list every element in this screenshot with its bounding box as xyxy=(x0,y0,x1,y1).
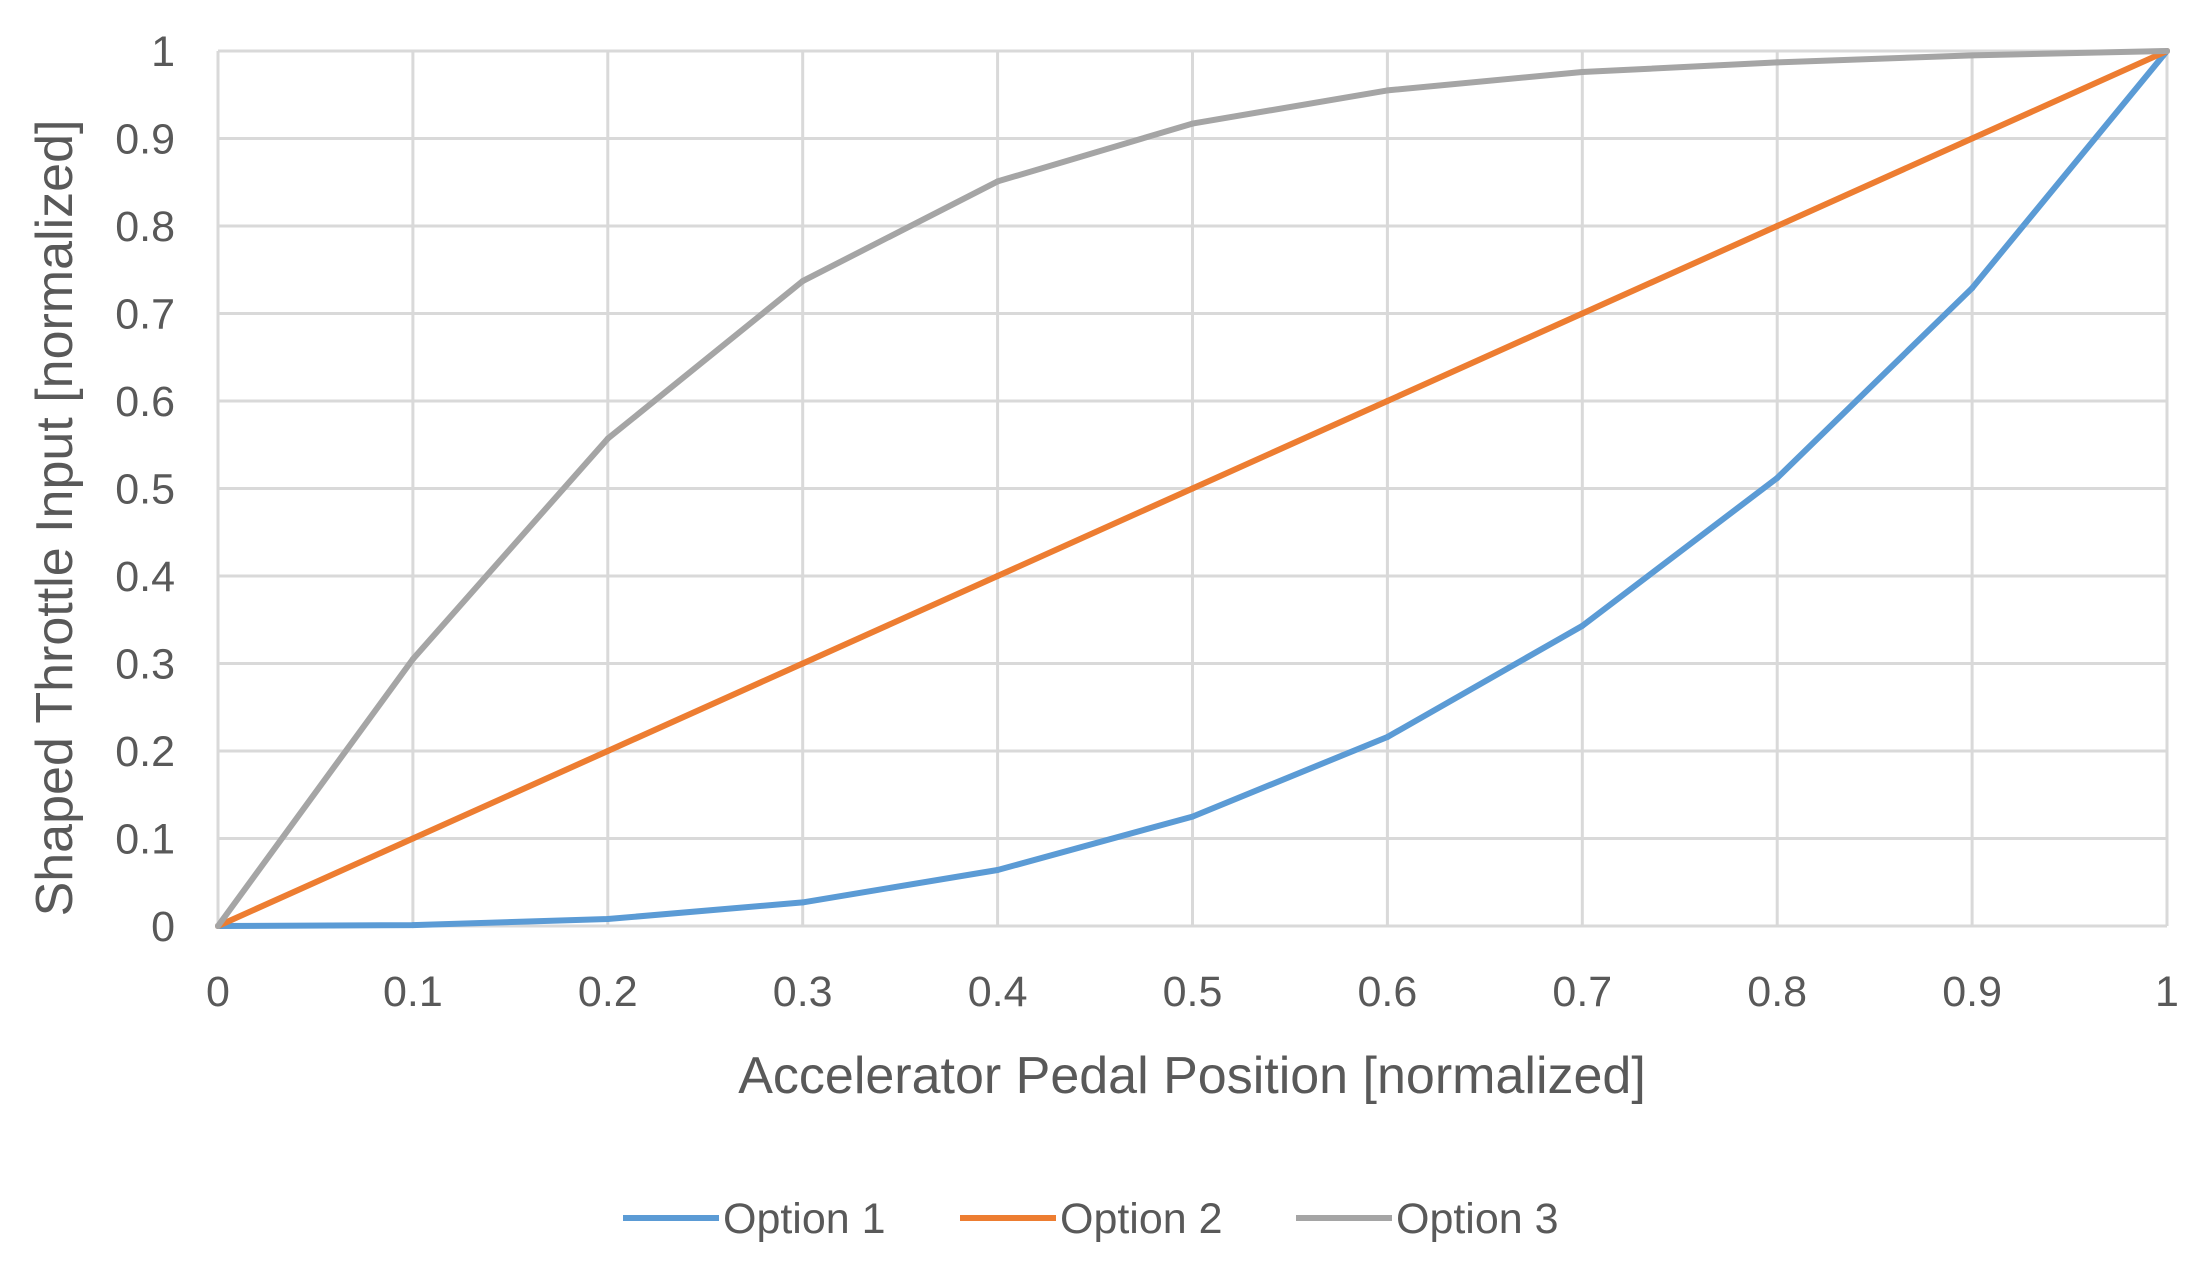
data-point xyxy=(604,916,611,922)
x-tick-label: 0.3 xyxy=(773,968,833,1016)
y-axis-ticks: 0 0.1 0.2 0.3 0.4 0.5 0.6 0.7 0.8 0.9 1 xyxy=(115,28,175,951)
legend-label: Option 1 xyxy=(723,1195,886,1243)
y-tick-label: 0.6 xyxy=(115,378,175,426)
x-tick-label: 0.7 xyxy=(1552,968,1612,1016)
data-point xyxy=(1969,52,1976,59)
data-point xyxy=(1579,622,1586,629)
data-point xyxy=(409,835,416,842)
data-point xyxy=(799,278,806,285)
data-point xyxy=(1189,813,1196,820)
y-axis-title: Shaped Throttle Input [normalized] xyxy=(26,120,84,917)
data-point xyxy=(994,178,1001,185)
y-tick-label: 0.2 xyxy=(115,728,175,776)
legend-label: Option 2 xyxy=(1060,1195,1223,1243)
data-point xyxy=(1774,59,1781,66)
data-point xyxy=(799,660,806,667)
data-point xyxy=(1189,485,1196,492)
data-point xyxy=(994,573,1001,579)
y-tick-label: 0.9 xyxy=(115,116,175,164)
legend-item: Option 3 xyxy=(1296,1195,1559,1243)
x-tick-label: 1 xyxy=(2155,968,2179,1016)
data-point xyxy=(409,922,416,929)
x-axis-title: Accelerator Pedal Position [normalized] xyxy=(738,1047,1646,1105)
series-3 xyxy=(215,48,2170,929)
data-point xyxy=(2164,48,2170,54)
data-point xyxy=(604,748,611,754)
x-tick-label: 0.1 xyxy=(383,968,443,1016)
x-tick-label: 0.9 xyxy=(1942,968,2002,1016)
y-tick-label: 0.5 xyxy=(115,466,175,514)
data-point xyxy=(1579,69,1586,75)
data-point xyxy=(1969,135,1976,142)
x-tick-label: 0.6 xyxy=(1358,968,1418,1016)
y-tick-label: 0.3 xyxy=(115,641,175,689)
y-tick-label: 0.4 xyxy=(115,553,175,601)
data-point xyxy=(215,923,221,929)
legend-item: Option 1 xyxy=(623,1195,886,1243)
data-point xyxy=(1774,223,1781,229)
data-point xyxy=(1384,398,1391,404)
y-tick-label: 0.8 xyxy=(115,203,175,251)
x-tick-label: 0.4 xyxy=(968,968,1028,1016)
x-tick-label: 0 xyxy=(206,968,230,1016)
data-point xyxy=(1384,734,1391,740)
data-point xyxy=(1189,120,1196,127)
data-point xyxy=(604,435,611,442)
x-tick-label: 0.5 xyxy=(1163,968,1223,1016)
data-point xyxy=(409,656,416,663)
y-tick-label: 0.7 xyxy=(115,291,175,339)
data-point xyxy=(994,867,1001,873)
data-point xyxy=(1384,87,1391,94)
y-tick-label: 1 xyxy=(151,28,175,76)
data-point xyxy=(1969,285,1976,292)
plot-area xyxy=(215,48,2170,929)
x-tick-label: 0.8 xyxy=(1747,968,1807,1016)
legend-label: Option 3 xyxy=(1396,1195,1559,1243)
x-axis-ticks: 0 0.1 0.2 0.3 0.4 0.5 0.6 0.7 0.8 0.9 1 xyxy=(206,968,2179,1016)
x-tick-label: 0.2 xyxy=(578,968,638,1016)
y-tick-label: 0 xyxy=(151,903,175,951)
data-point xyxy=(1579,310,1586,317)
legend-item: Option 2 xyxy=(960,1195,1223,1243)
y-tick-label: 0.1 xyxy=(115,816,175,864)
data-point xyxy=(799,899,806,906)
data-point xyxy=(1774,475,1781,481)
legend: Option 1 Option 2 Option 3 xyxy=(623,1195,1559,1243)
